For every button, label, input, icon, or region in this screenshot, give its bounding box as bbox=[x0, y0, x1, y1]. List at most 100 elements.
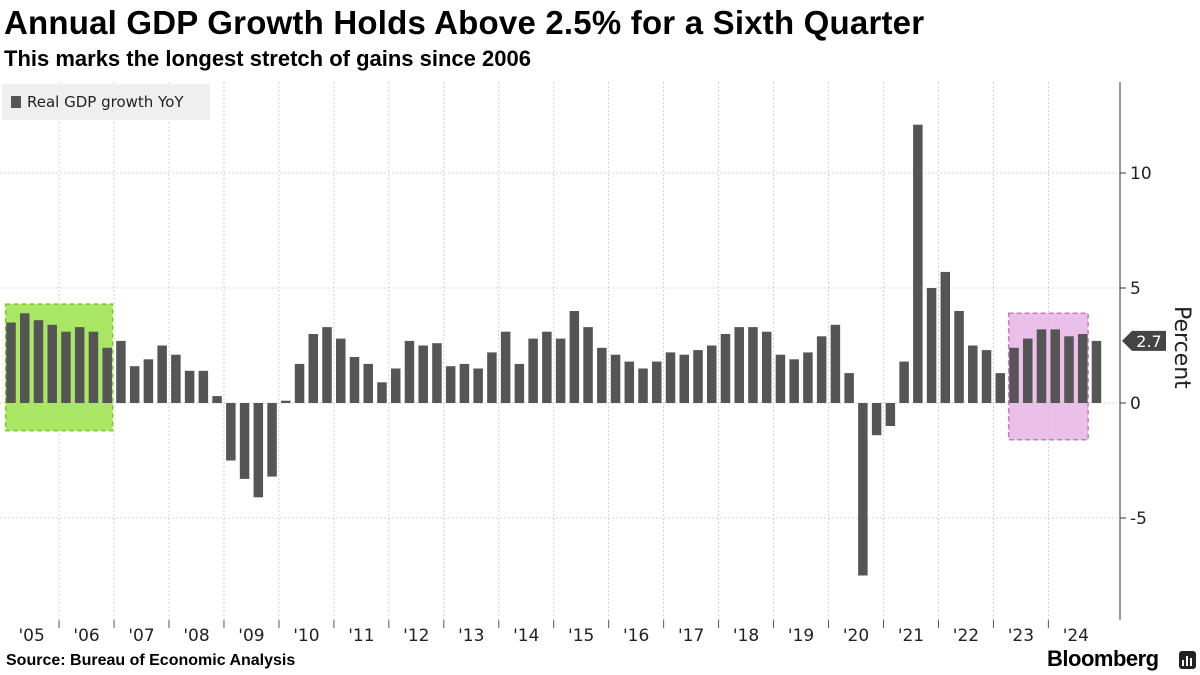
bar bbox=[638, 368, 648, 403]
bar bbox=[1091, 340, 1102, 403]
bar bbox=[624, 361, 635, 403]
grid-lines bbox=[0, 82, 1120, 620]
bar bbox=[913, 124, 923, 403]
bar bbox=[1036, 329, 1047, 403]
bar bbox=[363, 363, 373, 403]
bar bbox=[239, 403, 250, 479]
bar bbox=[528, 338, 538, 403]
y-axis-title: Percent bbox=[1169, 306, 1194, 389]
bar bbox=[459, 363, 470, 403]
x-tick-label: '21 bbox=[898, 626, 924, 646]
bar bbox=[198, 370, 209, 403]
bar bbox=[487, 352, 497, 403]
bar bbox=[1077, 334, 1088, 403]
bar bbox=[995, 373, 1006, 403]
axes: 10 5 0 -5 Percent 2.7 '05 '06 '07 '08 '09 '10 '11 '12… bbox=[18, 82, 1194, 646]
bar bbox=[706, 345, 717, 403]
x-tick-label: '09 bbox=[238, 626, 264, 646]
x-tick-label: '15 bbox=[568, 626, 594, 646]
bar bbox=[267, 403, 277, 477]
y-tick-label: 0 bbox=[1130, 394, 1141, 414]
bar bbox=[597, 347, 607, 403]
bar bbox=[679, 354, 690, 403]
x-tick-label: '10 bbox=[293, 626, 319, 646]
bar bbox=[226, 403, 236, 461]
x-tick-label: '07 bbox=[128, 626, 154, 646]
bar bbox=[1050, 329, 1060, 403]
x-tick-label: '17 bbox=[678, 626, 704, 646]
bar bbox=[418, 345, 428, 403]
bar bbox=[542, 331, 552, 403]
bar bbox=[294, 363, 305, 403]
x-tick-label: '05 bbox=[18, 626, 44, 646]
legend: Real GDP growth YoY bbox=[2, 84, 210, 120]
x-tick-label: '16 bbox=[623, 626, 649, 646]
bar bbox=[129, 366, 140, 403]
bar bbox=[858, 403, 868, 576]
highlight-purple bbox=[1007, 312, 1089, 441]
bar bbox=[47, 324, 57, 403]
bar bbox=[1064, 336, 1074, 403]
brand-logo: Bloomberg bbox=[1047, 646, 1159, 671]
bar bbox=[88, 331, 99, 403]
x-tick-label: '23 bbox=[1008, 626, 1034, 646]
bar bbox=[500, 331, 511, 403]
bar bbox=[432, 343, 442, 403]
x-tick-label: '24 bbox=[1063, 626, 1089, 646]
bar bbox=[720, 334, 731, 403]
bar bbox=[926, 288, 937, 403]
bar bbox=[61, 331, 71, 403]
bar bbox=[803, 352, 813, 403]
bar bbox=[308, 334, 319, 403]
bar bbox=[390, 368, 401, 403]
x-tick-label: '14 bbox=[513, 626, 539, 646]
chart-subtitle: This marks the longest stretch of gains … bbox=[4, 46, 531, 71]
bar bbox=[761, 331, 772, 403]
bar bbox=[171, 354, 181, 403]
bar bbox=[885, 403, 896, 426]
bar bbox=[184, 370, 195, 403]
bar bbox=[377, 382, 387, 403]
bar bbox=[102, 347, 112, 403]
bar bbox=[1009, 347, 1019, 403]
last-value-label: 2.7 bbox=[1136, 332, 1161, 351]
x-tick-label: '11 bbox=[348, 626, 374, 646]
legend-label: Real GDP growth YoY bbox=[27, 93, 184, 111]
bar bbox=[652, 361, 662, 403]
source-note: Source: Bureau of Economic Analysis bbox=[6, 652, 296, 669]
bar bbox=[583, 327, 593, 403]
bar bbox=[445, 366, 456, 403]
x-tick-label: '08 bbox=[183, 626, 209, 646]
x-tick-label: '18 bbox=[733, 626, 759, 646]
bar bbox=[748, 327, 758, 403]
bar bbox=[981, 350, 992, 403]
bar bbox=[6, 322, 16, 403]
bar bbox=[74, 327, 85, 403]
last-value-box bbox=[1122, 330, 1166, 351]
bar bbox=[693, 350, 703, 403]
bar bbox=[968, 345, 978, 403]
bar bbox=[33, 320, 44, 403]
bars bbox=[6, 124, 1102, 576]
bar bbox=[816, 336, 827, 403]
bar bbox=[871, 403, 882, 436]
bar bbox=[253, 403, 264, 498]
x-tick-label: '12 bbox=[403, 626, 429, 646]
bar bbox=[665, 352, 676, 403]
bar bbox=[940, 271, 951, 403]
bar bbox=[514, 363, 525, 403]
bar bbox=[789, 359, 799, 403]
bar bbox=[143, 359, 154, 403]
bar bbox=[404, 340, 415, 403]
bar bbox=[734, 327, 744, 403]
x-tick-label: '06 bbox=[73, 626, 99, 646]
bar bbox=[775, 354, 786, 403]
bar bbox=[19, 313, 30, 403]
bar bbox=[281, 400, 291, 403]
x-tick-label: '22 bbox=[953, 626, 979, 646]
y-tick-label: 10 bbox=[1130, 164, 1152, 184]
y-tick-label: 5 bbox=[1130, 279, 1141, 299]
bar bbox=[336, 338, 346, 403]
bar bbox=[954, 311, 964, 403]
